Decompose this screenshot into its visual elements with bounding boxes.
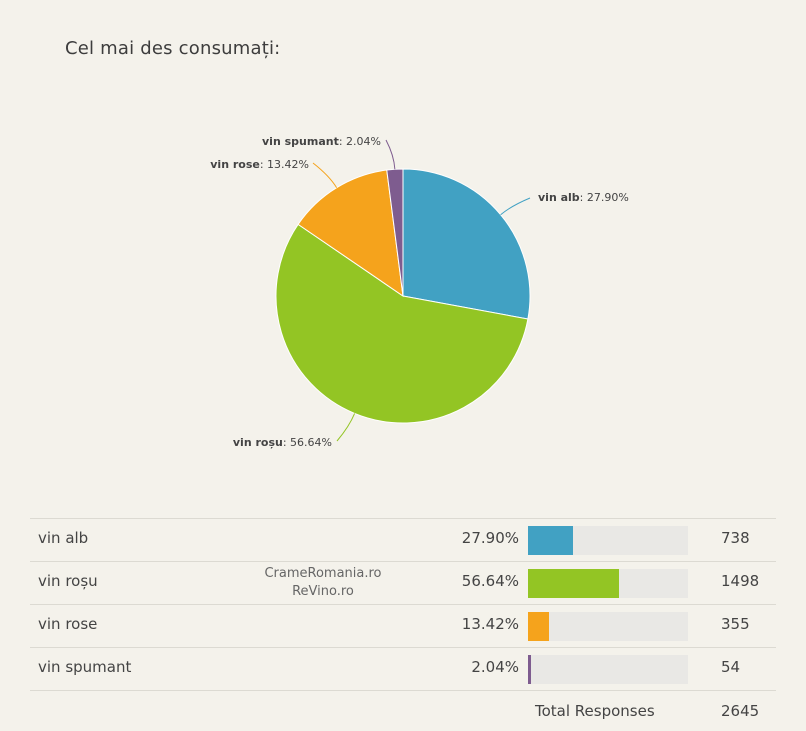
progress-bar: [528, 526, 688, 555]
progress-bar: [528, 612, 688, 641]
pie-slice: [275, 223, 529, 424]
row-label: vin spumant: [38, 658, 132, 676]
pie-label: vin rose: 13.42%: [210, 158, 309, 171]
table-row: vin spumant 2.04% 54: [30, 647, 776, 690]
table-row: vin alb 27.90% 738: [30, 518, 776, 561]
progress-bar: [528, 655, 688, 684]
row-count: 355: [721, 615, 750, 633]
pie-leader-line: [312, 162, 338, 188]
total-row: Total Responses 2645: [30, 690, 776, 731]
table-row: vin rose 13.42% 355: [30, 604, 776, 647]
progress-fill: [528, 612, 550, 641]
row-count: 1498: [721, 572, 760, 590]
row-label: vin rose: [38, 615, 98, 633]
row-percent: 56.64%: [461, 572, 519, 590]
watermark-line: CrameRomania.ro: [264, 566, 382, 581]
pie-leader-line: [500, 197, 531, 216]
progress-fill: [528, 569, 619, 598]
pie-slice: [297, 169, 404, 298]
pie-leader-line: [336, 413, 356, 442]
row-count: 738: [721, 529, 750, 547]
progress-fill: [528, 526, 573, 555]
watermark: CrameRomania.ro ReVino.ro: [238, 565, 408, 601]
progress-bar: [528, 569, 688, 598]
row-label: vin roșu: [38, 572, 98, 590]
page-title: Cel mai des consumați:: [65, 38, 281, 59]
pie-label: vin spumant: 2.04%: [262, 135, 381, 148]
row-percent: 13.42%: [461, 615, 519, 633]
results-table: vin alb 27.90% 738 vin roșu 56.64% 1498 …: [30, 518, 776, 731]
total-label: Total Responses: [535, 702, 655, 720]
pie-label: vin alb: 27.90%: [538, 191, 629, 204]
pie-label: vin roșu: 56.64%: [233, 436, 332, 449]
watermark-line: ReVino.ro: [292, 584, 354, 599]
table-row: vin roșu 56.64% 1498: [30, 561, 776, 604]
row-percent: 2.04%: [471, 658, 519, 676]
pie-slice: [386, 168, 404, 297]
pie-slice: [402, 168, 531, 320]
row-count: 54: [721, 658, 741, 676]
total-value: 2645: [721, 702, 760, 720]
pie-leader-line: [385, 139, 396, 170]
row-percent: 27.90%: [461, 529, 519, 547]
progress-fill: [528, 655, 532, 684]
pie-chart: vin alb: 27.90% vin roșu: 56.64% vin rose:…: [210, 135, 629, 449]
row-label: vin alb: [38, 529, 89, 547]
